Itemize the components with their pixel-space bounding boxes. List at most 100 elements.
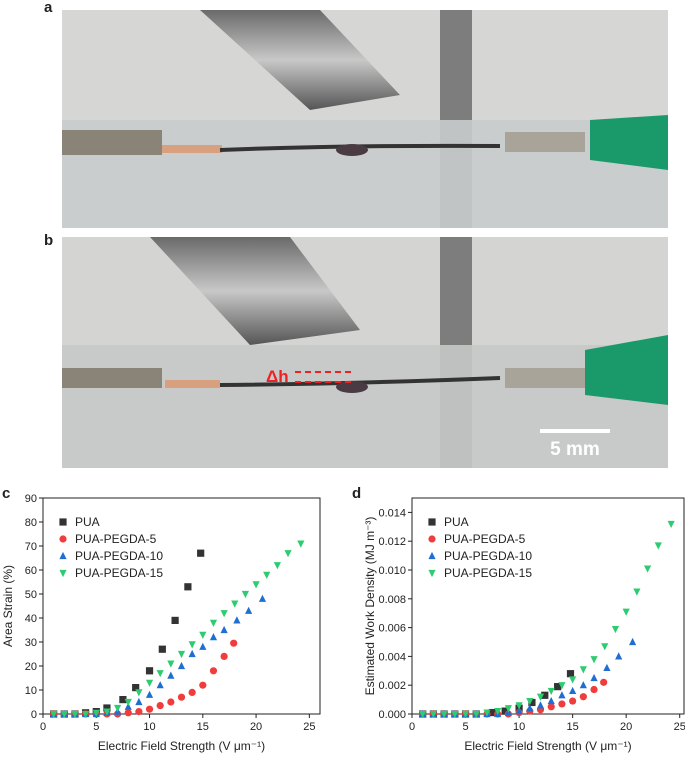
panel-label: d: [352, 485, 361, 502]
marker: [209, 633, 218, 641]
marker: [124, 709, 132, 717]
marker: [188, 641, 196, 649]
right-clip: [505, 368, 585, 388]
marker: [50, 710, 58, 719]
y-tick-label: 10: [25, 685, 37, 697]
x-tick-label: 5: [93, 721, 99, 733]
marker: [177, 650, 186, 659]
marker: [590, 685, 598, 694]
marker: [233, 616, 241, 624]
marker: [145, 705, 154, 713]
marker: [419, 710, 427, 719]
marker: [547, 687, 555, 696]
marker: [547, 696, 555, 705]
legend-marker: [428, 551, 436, 560]
marker: [526, 697, 534, 706]
panel-label: c: [2, 485, 10, 502]
marker: [113, 704, 122, 713]
legend-label: PUA-PEGDA-10: [75, 549, 163, 563]
marker: [258, 594, 267, 602]
legend-label: PUA-PEGDA-10: [444, 549, 532, 563]
marker: [643, 565, 652, 573]
marker: [558, 700, 566, 708]
x-tick-label: 15: [567, 721, 579, 733]
marker: [209, 667, 218, 675]
photo-a: [62, 10, 668, 228]
marker: [566, 670, 575, 678]
marker: [554, 683, 562, 691]
plot-frame: [411, 497, 685, 715]
y-tick-label: 90: [25, 493, 37, 505]
marker: [667, 520, 675, 529]
marker: [547, 703, 555, 711]
marker: [526, 704, 534, 712]
marker: [119, 696, 127, 704]
y-tick-label: 0: [31, 709, 37, 721]
x-tick-label: 0: [40, 721, 46, 733]
marker: [145, 690, 154, 698]
marker: [515, 707, 523, 715]
marker: [611, 625, 620, 634]
y-tick-label: 0.012: [378, 536, 406, 548]
x-tick-label: 20: [250, 721, 262, 733]
marker: [515, 702, 523, 710]
legend-label: PUA: [75, 515, 100, 529]
y-tick-label: 0.006: [378, 623, 406, 635]
marker: [167, 660, 175, 668]
marker: [273, 562, 281, 570]
marker: [103, 708, 111, 716]
y-tick-label: 80: [25, 517, 37, 529]
marker: [197, 549, 205, 557]
y-tick-label: 50: [25, 589, 37, 601]
annotation: Δh: [266, 367, 289, 386]
marker: [569, 686, 577, 695]
marker: [135, 689, 143, 697]
marker: [579, 693, 587, 701]
marker: [297, 540, 305, 548]
marker: [603, 663, 611, 672]
y-tick-label: 0.002: [378, 680, 406, 692]
marker: [600, 678, 608, 686]
marker: [103, 704, 111, 712]
y-tick-label: 70: [25, 541, 37, 553]
photo-b: Δh 5 mm: [62, 237, 668, 468]
marker: [590, 656, 598, 664]
marker: [541, 691, 549, 699]
scale-label: 5 mm: [550, 439, 600, 460]
y-tick-label: 0.014: [378, 507, 406, 519]
marker: [199, 631, 207, 639]
marker: [245, 606, 253, 614]
marker: [483, 709, 491, 717]
marker: [188, 649, 196, 658]
x-tick-label: 10: [513, 721, 525, 733]
marker: [199, 642, 207, 650]
marker: [622, 608, 630, 616]
green-clip: [590, 115, 668, 170]
marker: [263, 571, 271, 579]
marker: [71, 710, 79, 719]
marker: [590, 673, 598, 682]
marker: [429, 710, 438, 719]
x-tick-label: 25: [303, 721, 315, 733]
marker: [488, 708, 496, 717]
legend-label: PUA: [444, 515, 469, 529]
panel-label: b: [44, 232, 53, 249]
marker: [82, 710, 90, 719]
marker: [220, 625, 228, 634]
legend-marker: [428, 569, 436, 578]
marker: [156, 702, 164, 710]
marker: [558, 691, 566, 699]
legend-label: PUA-PEGDA-15: [75, 566, 163, 580]
y-tick-label: 0.004: [378, 651, 406, 663]
x-tick-label: 25: [674, 721, 685, 733]
marker: [167, 698, 175, 706]
marker: [145, 679, 154, 687]
marker: [472, 710, 480, 719]
gel-film: [62, 345, 668, 468]
y-tick-label: 40: [25, 613, 37, 625]
green-clip: [585, 335, 668, 405]
marker: [156, 681, 164, 689]
legend-marker: [59, 569, 67, 578]
marker: [92, 709, 100, 717]
